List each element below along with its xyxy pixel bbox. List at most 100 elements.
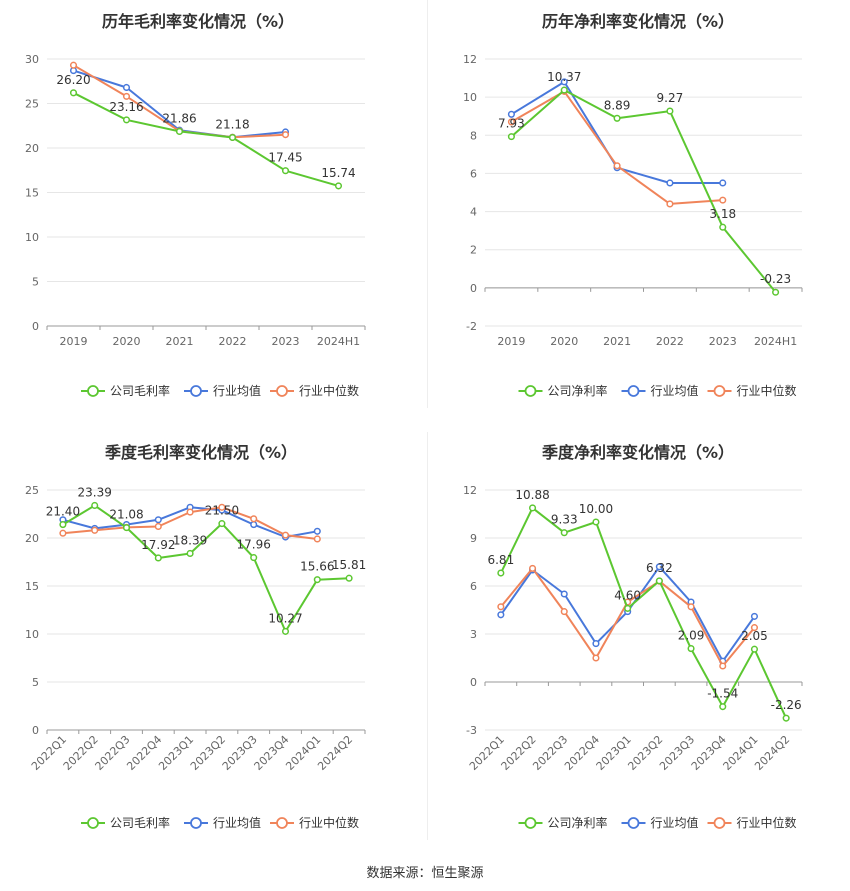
data-point-industry_median [719, 662, 727, 670]
data-label: 21.18 [215, 117, 249, 131]
data-point-industry_median [91, 526, 99, 534]
y-tick-label: -3 [466, 724, 477, 737]
legend-swatch-marker [87, 817, 99, 829]
data-point-company [218, 520, 226, 528]
data-label: 21.86 [162, 111, 196, 125]
legend-swatch-marker [276, 385, 288, 397]
data-point-industry_median [507, 118, 515, 126]
data-label: 21.08 [109, 508, 143, 522]
data-label: 7.93 [498, 117, 525, 131]
y-tick-label: 20 [25, 142, 39, 155]
legend-swatch-marker [190, 817, 202, 829]
data-point-company [613, 114, 621, 122]
data-point-industry_median [687, 603, 695, 611]
data-point-industry_avg [507, 110, 515, 118]
y-tick-label: 30 [25, 53, 39, 66]
y-tick-label: 20 [25, 532, 39, 545]
data-point-company [772, 288, 780, 296]
x-tick-label: 2024Q2 [752, 733, 792, 773]
y-tick-label: 15 [25, 580, 39, 593]
data-point-industry_median [666, 200, 674, 208]
x-tick-label: 2022 [656, 335, 684, 348]
data-point-industry_median [529, 564, 537, 572]
data-point-company [122, 116, 131, 124]
data-point-industry_median [750, 624, 759, 632]
y-tick-label: 10 [25, 231, 39, 244]
y-tick-label: 25 [25, 484, 39, 497]
legend-swatch-marker [627, 385, 640, 397]
data-point-industry_median [218, 503, 226, 511]
data-point-industry_avg [122, 83, 131, 92]
data-point-company [666, 107, 674, 115]
data-label: 17.96 [237, 538, 271, 552]
data-label: 21.40 [46, 505, 80, 519]
y-tick-label: 0 [32, 320, 39, 333]
source-note: 数据来源：恒生聚源 [366, 866, 484, 881]
data-point-industry_median [592, 654, 600, 662]
data-point-industry_avg [250, 521, 258, 529]
data-point-industry_median [281, 131, 290, 139]
data-label: 6.81 [487, 553, 514, 567]
y-tick-label: 25 [25, 98, 39, 111]
legend-swatch-marker [713, 385, 726, 397]
legend-item-label: 行业中位数 [299, 815, 359, 830]
chart-2: 历年净利率变化情况（%） -2 0 2 4 6 8 10 12 2019 2020 2021 2022 2… [463, 12, 803, 398]
legend-swatch-marker [627, 817, 640, 829]
data-label: 2.05 [741, 629, 768, 643]
data-point-industry_avg [497, 611, 505, 619]
data-point-industry_avg [560, 590, 568, 598]
x-tick-label: 2024H1 [317, 335, 360, 348]
series-line-company [73, 91, 339, 187]
data-point-industry_median [613, 162, 621, 170]
legend-swatch-marker [276, 817, 288, 829]
data-point-industry_avg [560, 78, 568, 86]
data-point-industry_avg [592, 640, 600, 648]
data-label: -0.23 [760, 272, 791, 286]
legend-item-label: 公司毛利率 [110, 815, 170, 830]
x-tick-label: 2023 [272, 335, 300, 348]
data-point-company [560, 86, 568, 94]
data-label: 26.20 [56, 73, 90, 87]
data-label: 17.92 [141, 538, 175, 552]
y-tick-label: 9 [470, 532, 477, 545]
legend-item-label: 行业中位数 [737, 815, 797, 830]
series-line-industry_median [72, 64, 286, 139]
y-tick-label: 12 [463, 53, 477, 66]
data-point-industry_median [59, 529, 67, 537]
chart-4: 季度净利率变化情况（%）-30369122022Q12022Q22022Q320… [463, 443, 803, 830]
legend-item-label: 行业均值 [213, 815, 261, 830]
data-point-company [507, 133, 515, 141]
x-tick-label: 2020 [550, 335, 578, 348]
data-point-company [719, 223, 727, 231]
data-point-company [186, 549, 194, 558]
y-tick-label: 0 [470, 676, 477, 689]
data-point-industry_median [719, 196, 727, 204]
y-tick-label: 10 [463, 91, 477, 104]
data-label: -1.54 [707, 687, 738, 701]
data-label: 8.89 [604, 98, 631, 112]
data-point-company [345, 574, 353, 582]
data-point-industry_median [313, 535, 321, 543]
data-point-industry_avg [750, 612, 759, 620]
data-point-industry_median [186, 508, 194, 516]
data-point-industry_avg [666, 179, 674, 187]
data-point-company [750, 645, 759, 653]
legend-item-label: 行业中位数 [737, 383, 797, 398]
x-tick-label: 2019 [497, 335, 525, 348]
x-tick-label: 2024Q2 [315, 733, 355, 773]
data-point-industry_avg [313, 527, 321, 535]
legend-item-label: 公司净利率 [548, 383, 608, 398]
series-line-company [500, 506, 788, 719]
data-label: 23.39 [78, 485, 112, 499]
data-label: -2.26 [771, 698, 802, 712]
y-tick-label: -2 [466, 320, 477, 333]
data-point-company [175, 127, 184, 135]
data-label: 6.32 [646, 561, 673, 575]
series-line-company [510, 89, 777, 293]
x-tick-label: 2024H1 [754, 335, 797, 348]
legend-item-label: 行业均值 [651, 383, 699, 398]
data-label: 2.09 [678, 629, 705, 643]
data-label: 18.39 [173, 533, 207, 547]
data-label: 17.45 [268, 151, 302, 165]
